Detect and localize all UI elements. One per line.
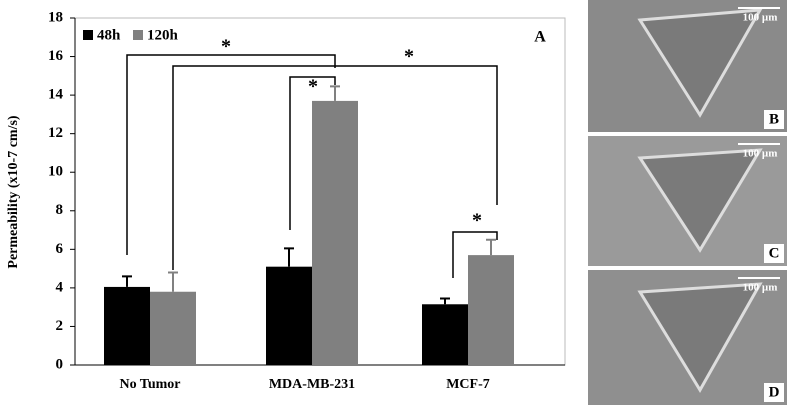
y-axis-label: Permeability (x10-7 cm/s)	[6, 115, 21, 269]
legend-swatch	[83, 30, 93, 40]
y-tick-label: 4	[56, 279, 64, 295]
error-bar	[122, 275, 132, 287]
y-tick-label: 8	[56, 202, 64, 218]
micrographs	[588, 0, 787, 405]
panel-label-box	[764, 110, 784, 129]
significance-bracket	[289, 76, 336, 230]
y-tick-label: 18	[48, 9, 63, 25]
legend-swatch	[133, 30, 143, 40]
y-tick-label: 6	[56, 241, 64, 257]
error-bar	[168, 271, 178, 292]
error-bar	[440, 297, 450, 305]
panel-label-box	[764, 244, 784, 263]
bar	[468, 255, 514, 365]
panel-label: B	[769, 111, 779, 127]
scale-label: 100 µm	[743, 12, 778, 24]
panel-label-box	[764, 383, 784, 402]
legend-label: 48h	[97, 27, 121, 43]
panel-label: D	[769, 384, 780, 400]
y-tick-label: 12	[48, 125, 63, 141]
channel-outline	[637, 8, 763, 118]
scale-label: 100 µm	[743, 282, 778, 294]
bar	[266, 266, 312, 365]
x-tick-label: MCF-7	[446, 377, 490, 392]
error-bar	[284, 247, 294, 267]
channel-outline	[637, 148, 763, 253]
bar	[422, 304, 468, 365]
y-tick-label: 2	[56, 318, 64, 334]
y-tick-label: 16	[48, 48, 64, 64]
significance-mark: *	[404, 46, 414, 68]
legend-label: 120h	[147, 27, 179, 43]
significance-mark: *	[308, 76, 318, 98]
significance-mark: *	[472, 210, 482, 232]
significance-bracket	[172, 65, 498, 270]
x-tick-label: MDA-MB-231	[269, 377, 355, 392]
error-bar	[330, 85, 340, 101]
x-tick-label: No Tumor	[119, 377, 180, 392]
bar	[312, 100, 358, 366]
significance-bracket	[452, 231, 498, 278]
y-tick-label: 14	[48, 87, 64, 103]
error-bar	[486, 238, 496, 256]
panel-label: A	[534, 29, 546, 46]
panel-label: C	[769, 245, 780, 261]
significance-mark: *	[221, 36, 231, 58]
bar	[150, 291, 196, 365]
channel-outline	[637, 282, 763, 393]
bar	[104, 286, 150, 365]
scale-label: 100 µm	[743, 148, 778, 160]
significance-bracket	[126, 54, 336, 255]
y-tick-label: 10	[48, 164, 63, 180]
y-tick-label: 0	[56, 356, 64, 372]
